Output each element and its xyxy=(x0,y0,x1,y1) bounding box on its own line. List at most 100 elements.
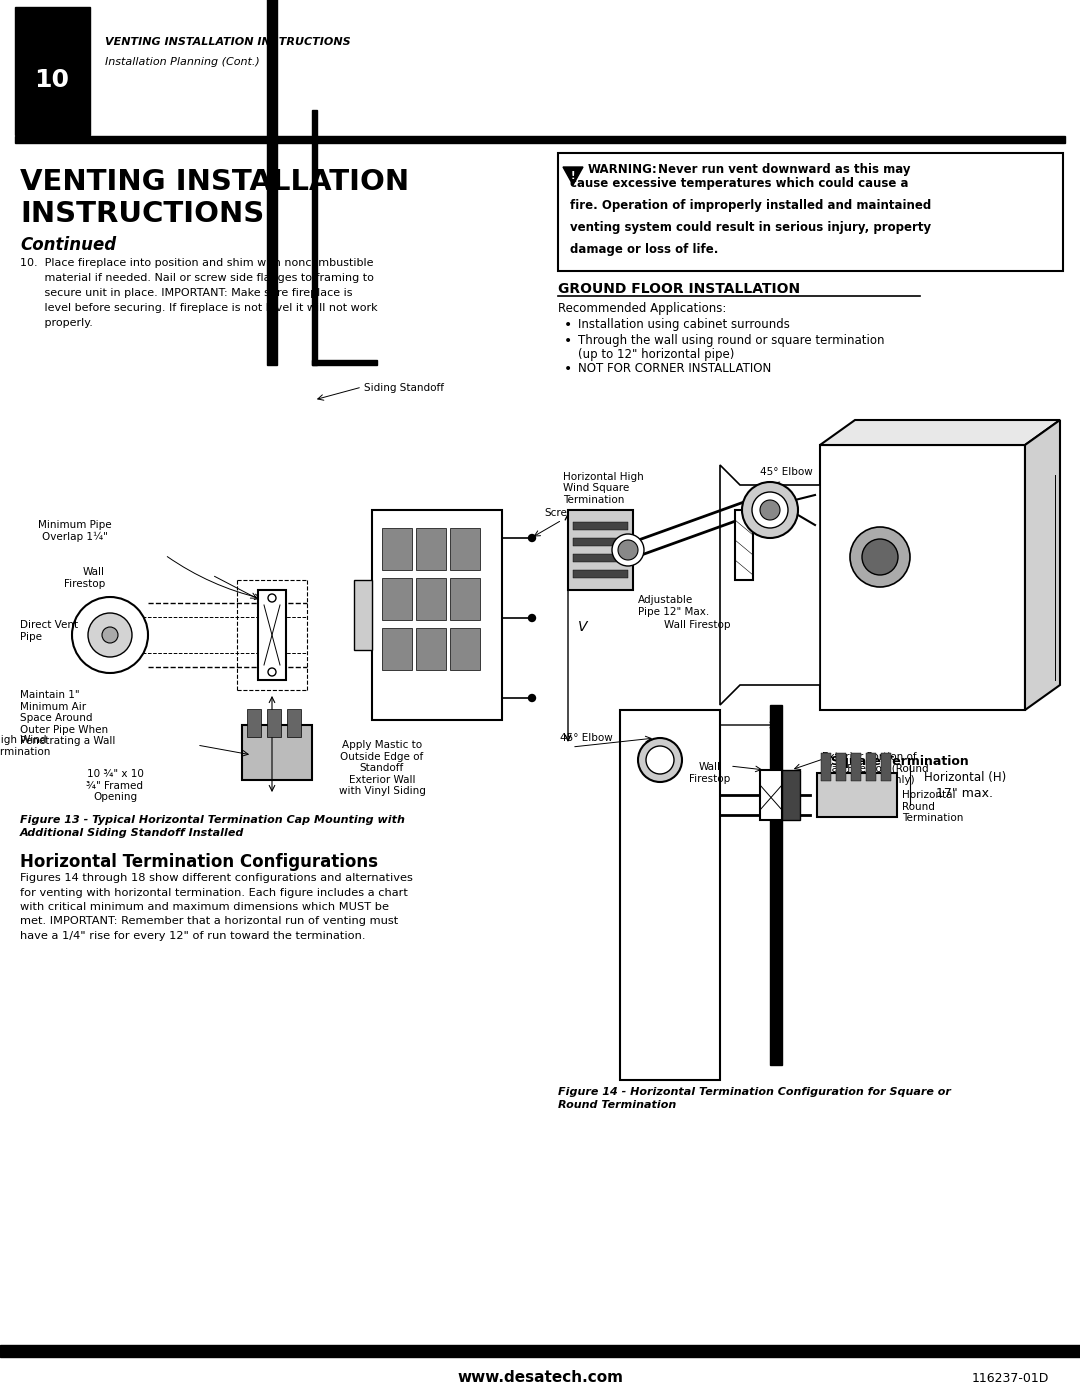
Text: Vertical (V): Vertical (V) xyxy=(822,771,888,784)
Bar xyxy=(450,528,480,570)
Bar xyxy=(312,360,377,365)
Text: Through the wall using round or square termination: Through the wall using round or square t… xyxy=(578,334,885,346)
Text: Maintain 1"
Minimum Air
Space Around
Outer Pipe When
Penetrating a Wall: Maintain 1" Minimum Air Space Around Out… xyxy=(21,690,116,746)
Text: Screws: Screws xyxy=(544,509,581,518)
Bar xyxy=(247,710,261,738)
Text: INSTRUCTIONS: INSTRUCTIONS xyxy=(21,200,265,228)
Polygon shape xyxy=(820,420,1059,446)
Text: 17" max.: 17" max. xyxy=(936,787,994,800)
Text: with critical minimum and maximum dimensions which MUST be: with critical minimum and maximum dimens… xyxy=(21,902,389,912)
Circle shape xyxy=(850,527,910,587)
Circle shape xyxy=(528,535,536,542)
Text: 10 ¾" x 10
¾" Framed
Opening: 10 ¾" x 10 ¾" Framed Opening xyxy=(86,768,144,802)
Polygon shape xyxy=(1025,420,1059,710)
Text: Figures 14 through 18 show different configurations and alternatives: Figures 14 through 18 show different con… xyxy=(21,873,413,883)
Text: Round Termination: Round Termination xyxy=(558,1099,676,1111)
Text: •: • xyxy=(564,334,572,348)
Bar xyxy=(836,753,846,781)
Text: Continued: Continued xyxy=(21,236,117,254)
Text: 10: 10 xyxy=(35,68,69,92)
Text: NOT FOR CORNER INSTALLATION: NOT FOR CORNER INSTALLATION xyxy=(578,362,771,374)
Bar xyxy=(782,770,800,820)
Text: GROUND FLOOR INSTALLATION: GROUND FLOOR INSTALLATION xyxy=(558,282,800,296)
Bar xyxy=(287,710,301,738)
Text: H: H xyxy=(701,733,712,747)
Text: Exterior Portion of
Wall Firestop (Round
Termination Only): Exterior Portion of Wall Firestop (Round… xyxy=(822,752,929,785)
Text: Horizontal High
Wind Square
Termination: Horizontal High Wind Square Termination xyxy=(563,472,644,504)
Circle shape xyxy=(862,539,897,576)
Circle shape xyxy=(752,492,788,528)
Circle shape xyxy=(72,597,148,673)
Bar xyxy=(620,710,720,1080)
Text: VENTING INSTALLATION INSTRUCTIONS: VENTING INSTALLATION INSTRUCTIONS xyxy=(105,36,351,47)
Text: Horizontal
Round
Termination: Horizontal Round Termination xyxy=(902,789,963,823)
Polygon shape xyxy=(720,465,820,705)
Text: properly.: properly. xyxy=(21,319,93,328)
Text: Adjustable
Pipe 12" Max.: Adjustable Pipe 12" Max. xyxy=(638,595,710,616)
Bar xyxy=(573,522,627,529)
Bar xyxy=(881,753,891,781)
Text: Horizontal (H): Horizontal (H) xyxy=(923,771,1007,784)
Circle shape xyxy=(87,613,132,657)
Text: Horizontal Termination Configurations: Horizontal Termination Configurations xyxy=(21,854,378,870)
Text: 45° Elbow: 45° Elbow xyxy=(561,733,612,743)
Bar xyxy=(416,528,446,570)
Text: Installation using cabinet surrounds: Installation using cabinet surrounds xyxy=(578,319,789,331)
Bar xyxy=(568,510,633,590)
Bar xyxy=(450,578,480,620)
Text: 116237-01D: 116237-01D xyxy=(971,1372,1049,1384)
Text: Installation Planning (Cont.): Installation Planning (Cont.) xyxy=(105,57,260,67)
Bar xyxy=(558,154,1063,271)
Bar xyxy=(450,629,480,671)
Bar xyxy=(382,528,411,570)
Bar xyxy=(258,590,286,680)
Bar xyxy=(820,446,1025,710)
Text: (up to 12" horizontal pipe): (up to 12" horizontal pipe) xyxy=(578,348,734,360)
Circle shape xyxy=(612,534,644,566)
Circle shape xyxy=(742,482,798,538)
Bar xyxy=(735,510,753,580)
Text: High Wind
Termination: High Wind Termination xyxy=(0,735,51,757)
Bar xyxy=(242,725,312,780)
Text: 45° Elbow: 45° Elbow xyxy=(760,467,813,476)
Text: for venting with horizontal termination. Each figure includes a chart: for venting with horizontal termination.… xyxy=(21,887,408,897)
Text: Recommended Applications:: Recommended Applications: xyxy=(558,302,727,314)
Text: Wall
Firestop: Wall Firestop xyxy=(64,567,105,588)
Text: venting system could result in serious injury, property: venting system could result in serious i… xyxy=(570,221,931,235)
Text: Wall Firestop: Wall Firestop xyxy=(663,620,730,630)
Text: damage or loss of life.: damage or loss of life. xyxy=(570,243,718,256)
Text: !: ! xyxy=(570,170,576,182)
Bar xyxy=(15,7,90,136)
Text: material if needed. Nail or screw side flanges to framing to: material if needed. Nail or screw side f… xyxy=(21,272,374,284)
Text: Direct Vent
Pipe: Direct Vent Pipe xyxy=(21,620,78,641)
Bar xyxy=(821,753,831,781)
Circle shape xyxy=(638,738,681,782)
Bar xyxy=(267,0,276,365)
Bar xyxy=(816,773,897,817)
Bar xyxy=(573,570,627,578)
Bar xyxy=(15,136,1065,142)
Text: 10.  Place fireplace into position and shim with noncombustible: 10. Place fireplace into position and sh… xyxy=(21,258,374,268)
Bar xyxy=(573,538,627,546)
Text: fire. Operation of improperly installed and maintained: fire. Operation of improperly installed … xyxy=(570,198,931,212)
Text: Apply Mastic to
Outside Edge of
Standoff
Exterior Wall
with Vinyl Siding: Apply Mastic to Outside Edge of Standoff… xyxy=(338,740,426,796)
Text: WARNING:: WARNING: xyxy=(588,163,658,176)
Text: Square Termination: Square Termination xyxy=(832,754,969,768)
Bar xyxy=(312,110,318,365)
Text: cause excessive temperatures which could cause a: cause excessive temperatures which could… xyxy=(570,177,908,190)
Bar xyxy=(866,753,876,781)
Text: secure unit in place. IMPORTANT: Make sure fireplace is: secure unit in place. IMPORTANT: Make su… xyxy=(21,288,352,298)
Text: •: • xyxy=(564,319,572,332)
Bar xyxy=(382,578,411,620)
Polygon shape xyxy=(563,168,583,184)
Text: •: • xyxy=(564,362,572,376)
Bar xyxy=(382,629,411,671)
Bar xyxy=(416,578,446,620)
Bar xyxy=(851,753,861,781)
Bar xyxy=(416,629,446,671)
Text: Figure 13 - Typical Horizontal Termination Cap Mounting with: Figure 13 - Typical Horizontal Terminati… xyxy=(21,814,405,826)
Text: V: V xyxy=(578,620,588,634)
Text: Figure 14 - Horizontal Termination Configuration for Square or: Figure 14 - Horizontal Termination Confi… xyxy=(558,1087,950,1097)
Text: have a 1/4" rise for every 12" of run toward the termination.: have a 1/4" rise for every 12" of run to… xyxy=(21,930,365,942)
Bar xyxy=(770,705,782,1065)
